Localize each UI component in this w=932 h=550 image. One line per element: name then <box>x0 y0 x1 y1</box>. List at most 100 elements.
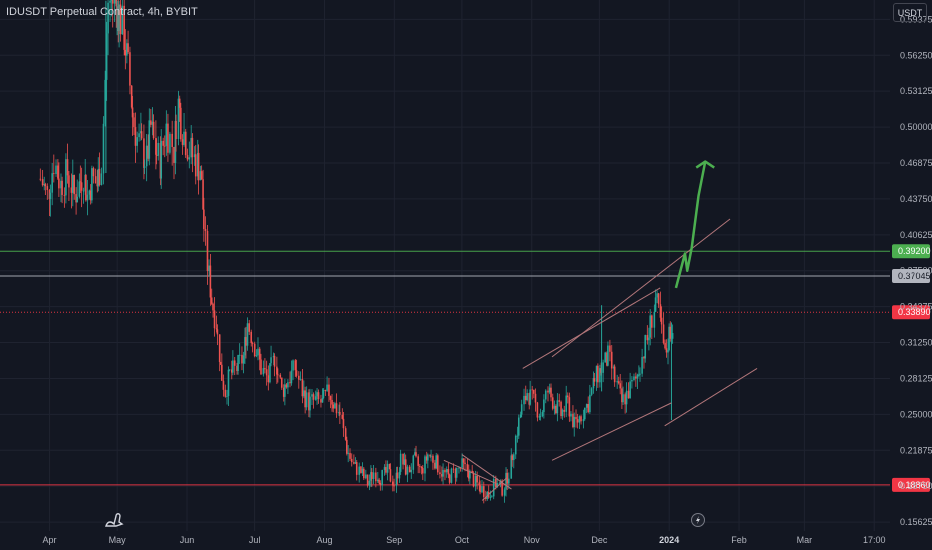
candle-body <box>517 417 520 436</box>
candle-body <box>469 470 471 479</box>
candle-body <box>289 382 291 384</box>
candle-body <box>282 387 285 397</box>
candle-body <box>230 369 233 373</box>
candle-body <box>82 190 85 192</box>
candle-body <box>458 467 460 469</box>
candle-body <box>215 328 218 330</box>
candle-body <box>194 154 197 177</box>
currency-button[interactable]: USDT <box>893 3 927 22</box>
y-tick-label: 0.18750 <box>900 481 932 491</box>
candle-body <box>98 168 101 185</box>
candle-body <box>381 470 383 486</box>
candle-body <box>417 456 419 466</box>
candle-body <box>130 85 133 108</box>
candle-body <box>553 405 556 409</box>
x-tick-label: Sep <box>386 535 402 545</box>
axis-layer: 0.59375 0.56250 0.53125 0.50000 0.46875 0.437… <box>43 14 932 545</box>
candle-body <box>197 152 200 181</box>
candle-body <box>257 348 259 356</box>
y-tick-label: 0.53125 <box>900 86 932 96</box>
candle-body <box>589 394 591 413</box>
candle-body <box>72 175 74 193</box>
candle-body <box>548 387 551 393</box>
candle-body <box>419 465 421 467</box>
candle-body <box>491 496 493 498</box>
candle-body <box>248 323 251 332</box>
candle-body <box>355 462 358 475</box>
candle-body <box>383 467 386 471</box>
candle-body <box>222 380 225 390</box>
candle-body <box>667 350 669 353</box>
candle-body <box>133 117 135 128</box>
x-tick-label: Oct <box>455 535 470 545</box>
candle-body <box>353 462 355 464</box>
candle-body <box>301 379 304 397</box>
candle-body <box>44 184 47 187</box>
candle-body <box>544 390 547 400</box>
candle-body <box>276 366 278 375</box>
candle-body <box>649 315 651 338</box>
candle-body <box>227 369 230 397</box>
candle-body <box>385 467 387 473</box>
candle-body <box>57 165 59 179</box>
channel-line <box>551 402 672 461</box>
projection-arrowhead <box>695 160 715 169</box>
y-tick-label: 0.31250 <box>900 338 932 348</box>
candle-body <box>408 466 411 473</box>
candle-body <box>646 335 649 341</box>
candle-body <box>155 138 157 155</box>
candle-body <box>479 485 481 493</box>
candle-body <box>432 455 434 463</box>
candle-body <box>514 435 517 455</box>
candle-body <box>474 475 477 487</box>
candle-body <box>561 409 564 417</box>
candle-body <box>312 394 315 400</box>
candle-body <box>370 472 372 481</box>
candle-body <box>392 481 394 486</box>
candle-body <box>118 4 120 32</box>
candle-body <box>272 355 275 358</box>
candle-body <box>555 405 557 414</box>
candle-body <box>196 152 199 177</box>
x-tick-label: Dec <box>591 535 608 545</box>
candle-body <box>572 413 574 428</box>
candle-body <box>606 352 608 366</box>
x-tick-label: Mar <box>797 535 813 545</box>
candle-body <box>111 0 114 4</box>
candle-body <box>560 401 562 417</box>
candle-body <box>284 384 286 397</box>
candle-body <box>221 364 223 381</box>
candle-body <box>534 393 537 403</box>
candle-body <box>547 390 549 393</box>
candle-body <box>597 365 599 383</box>
candle-body <box>653 311 656 328</box>
candle-body <box>314 396 317 400</box>
candle-body <box>97 168 100 187</box>
candle-body <box>536 402 539 418</box>
candle-body <box>454 468 457 478</box>
candle-body <box>75 194 77 203</box>
candle-body <box>79 181 82 183</box>
candle-body <box>617 381 620 384</box>
candle-body <box>377 479 379 482</box>
candle-body <box>346 439 348 454</box>
candle-body <box>396 472 399 479</box>
candle-body <box>264 368 266 370</box>
channel-line <box>551 218 731 358</box>
candle-body <box>94 176 97 184</box>
candle-body <box>117 6 120 32</box>
candle-body <box>427 454 429 461</box>
candle-body <box>216 329 219 335</box>
candle-body <box>206 230 209 272</box>
candle-body <box>331 399 333 405</box>
candle-body <box>51 173 53 193</box>
candle-body <box>294 360 297 371</box>
candle-body <box>262 368 265 375</box>
candle-body <box>127 43 129 53</box>
candle-body <box>558 400 561 402</box>
lightning-icon[interactable] <box>691 513 705 527</box>
candle-body <box>241 354 243 364</box>
candle-body <box>180 107 182 140</box>
